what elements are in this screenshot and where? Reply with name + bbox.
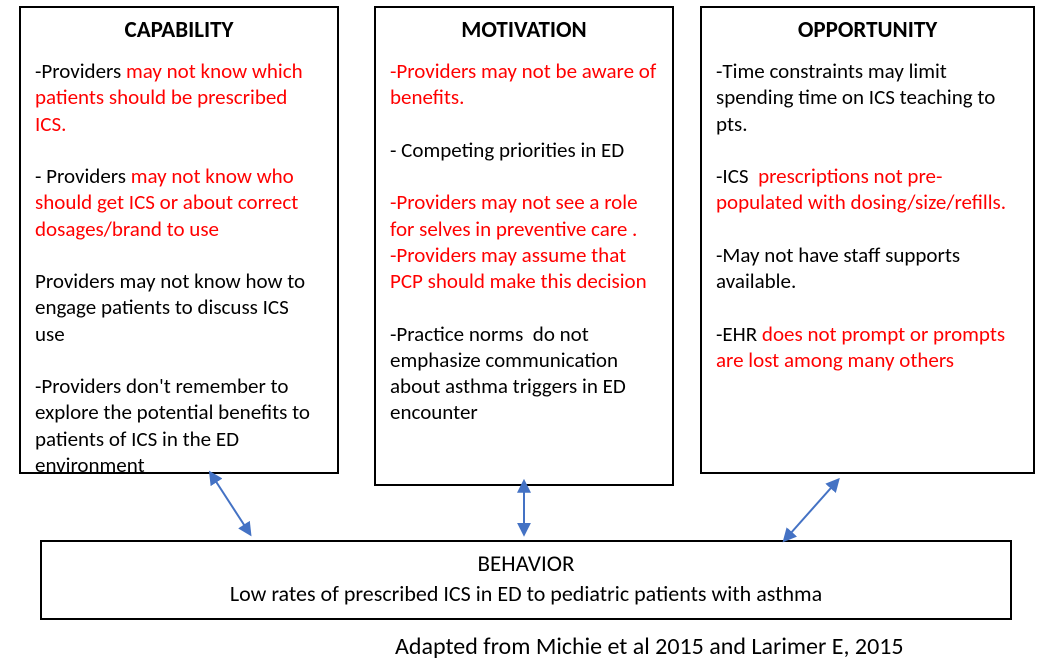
capability-box: CAPABILITY -Providers may not know which… [19, 6, 339, 474]
connector-arrow [215, 480, 250, 534]
motivation-box: MOTIVATION -Providers may not be aware o… [374, 6, 674, 486]
opportunity-box: OPPORTUNITY -Time constraints may limit … [700, 6, 1035, 474]
capability-content: -Providers may not know which patients s… [35, 58, 323, 478]
behavior-box: BEHAVIOR Low rates of prescribed ICS in … [40, 540, 1012, 620]
opportunity-content: -Time constraints may limit spending tim… [716, 58, 1019, 373]
text-segment: Providers may not know how to engage pat… [35, 268, 315, 478]
text-segment: -Practice norms do not emphasize communi… [390, 321, 631, 426]
behavior-text: Low rates of prescribed ICS in ED to ped… [56, 580, 996, 607]
text-segment: - Providers [35, 163, 131, 189]
text-segment: -Providers may not see a role for selves… [390, 189, 647, 294]
behavior-title: BEHAVIOR [56, 550, 996, 578]
text-segment: -Providers may not be aware of benefits. [390, 58, 661, 110]
capability-title: CAPABILITY [35, 16, 323, 44]
text-segment: prescriptions not pre-populated with dos… [716, 163, 1006, 215]
opportunity-title: OPPORTUNITY [716, 16, 1019, 44]
motivation-title: MOTIVATION [390, 16, 658, 44]
text-segment: - Competing priorities in ED [390, 137, 624, 163]
connector-arrow [790, 480, 838, 534]
citation-text: Adapted from Michie et al 2015 and Larim… [395, 632, 904, 661]
motivation-content: -Providers may not be aware of benefits.… [390, 58, 658, 426]
text-segment: -Providers [35, 58, 126, 84]
